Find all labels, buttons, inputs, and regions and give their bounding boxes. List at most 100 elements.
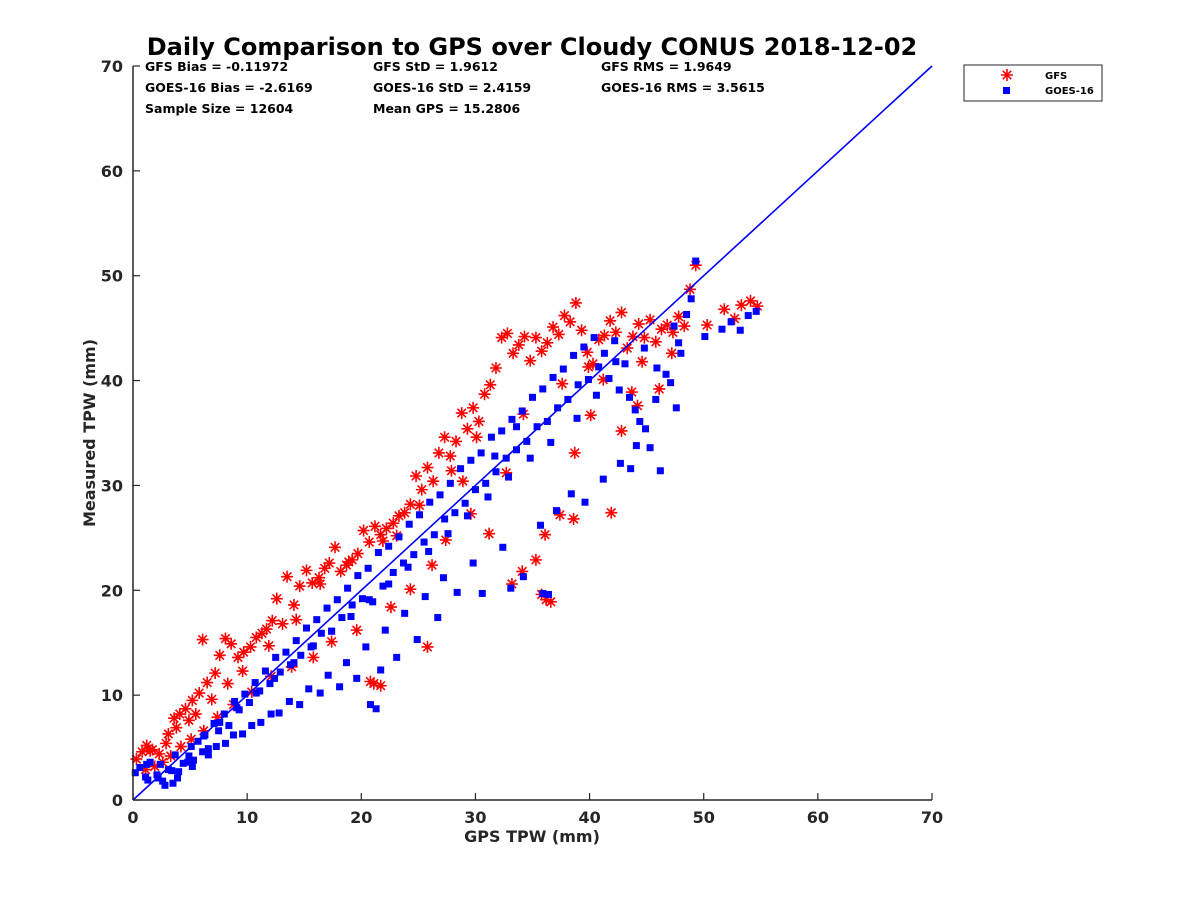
goes16-point — [467, 456, 475, 464]
goes16-point — [159, 777, 167, 785]
gfs-point — [592, 333, 605, 346]
goes16-point — [477, 449, 485, 457]
gfs-point — [516, 565, 529, 578]
goes16-point — [347, 613, 355, 620]
goes16-point — [539, 385, 547, 393]
goes16-point — [570, 351, 578, 359]
goes16-point — [248, 722, 256, 730]
gfs-point — [404, 498, 417, 511]
goes16-point — [444, 530, 452, 538]
goes16-point — [616, 459, 624, 467]
goes16-point — [245, 698, 253, 706]
gfs-point — [632, 317, 645, 330]
series-goes16 — [131, 257, 760, 789]
goes16-point — [554, 404, 562, 412]
goes16-point — [251, 679, 259, 687]
y-axis-label: Measured TPW (mm) — [80, 339, 99, 527]
goes16-point — [584, 376, 592, 384]
gfs-point — [489, 361, 502, 374]
goes16-point — [415, 511, 423, 519]
goes16-point — [687, 295, 695, 303]
goes16-point — [204, 745, 212, 753]
goes16-point — [365, 596, 373, 604]
stat-gfs-rms: GFS RMS = 1.9649 — [601, 59, 732, 74]
goes16-point — [156, 760, 164, 768]
gfs-point — [415, 483, 428, 496]
gfs-point — [189, 708, 202, 721]
axes: 0 10 20 30 40 50 60 70 0 10 20 30 40 50 60 70 — [101, 57, 943, 827]
goes16-point — [552, 507, 560, 515]
gfs-point — [445, 464, 458, 477]
gfs-point — [293, 580, 306, 593]
goes16-point — [463, 512, 471, 520]
goes16-point — [441, 515, 449, 523]
gfs-point — [615, 306, 628, 319]
goes16-point — [377, 666, 385, 674]
y-tick-label: 40 — [101, 372, 123, 391]
gfs-point — [567, 512, 580, 525]
gfs-point — [556, 377, 569, 390]
goes16-point — [366, 701, 374, 709]
goes16-point — [362, 643, 370, 651]
y-tick-label: 30 — [101, 476, 123, 495]
gfs-point — [605, 506, 618, 519]
goes16-point — [646, 444, 654, 452]
gfs-point — [209, 667, 222, 680]
gfs-point — [444, 450, 457, 463]
goes16-point — [161, 781, 169, 789]
gfs-point — [665, 347, 678, 360]
goes16-point — [296, 701, 304, 709]
goes16-point — [478, 589, 486, 597]
goes16-point — [544, 590, 552, 598]
gfs-point — [380, 522, 393, 535]
goes16-point — [169, 779, 177, 787]
goes16-point — [297, 651, 305, 659]
goes16-point — [364, 564, 372, 572]
gfs-point — [374, 528, 387, 541]
goes16-point — [434, 614, 442, 622]
goes16-point — [184, 758, 192, 766]
goes16-point — [413, 636, 421, 644]
goes16-point — [212, 743, 220, 751]
gfs-point — [701, 318, 714, 331]
gfs-point — [173, 708, 186, 721]
gfs-point — [483, 527, 496, 540]
goes16-point — [590, 334, 598, 342]
y-tick-label: 0 — [112, 791, 123, 810]
gfs-point — [501, 327, 514, 340]
goes16-point — [292, 637, 300, 645]
x-tick-label: 60 — [807, 808, 829, 827]
goes16-point — [507, 584, 515, 592]
gfs-point — [244, 640, 257, 653]
gfs-point — [363, 536, 376, 549]
gfs-point — [597, 373, 610, 386]
goes16-point — [381, 626, 389, 634]
goes16-point — [518, 407, 526, 415]
gfs-point — [564, 315, 577, 328]
goes16-point — [632, 442, 640, 450]
gfs-point — [144, 744, 157, 757]
gfs-point — [540, 593, 553, 606]
gfs-point — [500, 466, 513, 479]
gfs-point — [179, 702, 192, 715]
stat-goes-std: GOES-16 StD = 2.4159 — [373, 80, 531, 95]
legend-label-goes16: GOES-16 — [1045, 86, 1094, 97]
goes16-point — [317, 629, 325, 637]
goes16-point — [252, 689, 260, 697]
goes16-point — [204, 751, 212, 759]
goes16-point — [348, 601, 356, 609]
y-tick-label: 20 — [101, 581, 123, 600]
goes16-point — [573, 414, 581, 422]
gfs-point — [581, 346, 594, 359]
goes16-point — [354, 572, 362, 580]
goes16-point — [615, 386, 623, 394]
gfs-point — [470, 431, 483, 444]
goes16-point — [675, 339, 683, 347]
goes16-point — [323, 604, 331, 612]
gfs-point — [529, 331, 542, 344]
goes16-point — [401, 609, 409, 617]
goes16-point — [439, 574, 447, 582]
gfs-point — [196, 633, 209, 646]
goes16-point — [640, 344, 648, 352]
gfs-point — [367, 677, 380, 690]
